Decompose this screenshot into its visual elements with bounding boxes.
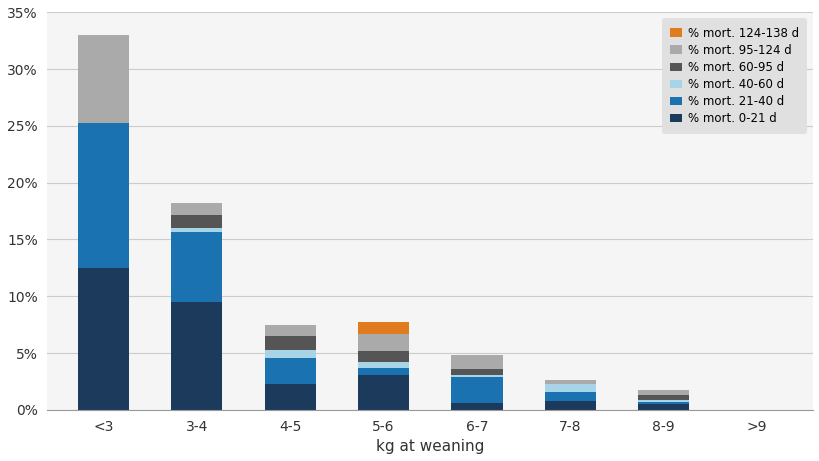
- Bar: [357, 351, 409, 362]
- Legend: % mort. 124-138 d, % mort. 95-124 d, % mort. 60-95 d, % mort. 40-60 d, % mort. 2: % mort. 124-138 d, % mort. 95-124 d, % m…: [661, 18, 806, 134]
- Bar: [637, 395, 689, 400]
- Bar: [265, 349, 315, 358]
- Bar: [450, 369, 502, 375]
- Bar: [265, 384, 315, 410]
- Bar: [171, 231, 222, 302]
- Bar: [637, 400, 689, 402]
- Bar: [450, 355, 502, 369]
- Bar: [450, 403, 502, 410]
- Bar: [78, 35, 129, 123]
- Bar: [637, 404, 689, 410]
- Bar: [171, 302, 222, 410]
- Bar: [637, 402, 689, 404]
- Bar: [265, 325, 315, 336]
- Bar: [544, 391, 595, 401]
- Bar: [544, 401, 595, 410]
- Bar: [265, 336, 315, 349]
- Bar: [78, 123, 129, 268]
- Bar: [450, 377, 502, 403]
- Bar: [357, 368, 409, 375]
- X-axis label: kg at weaning: kg at weaning: [376, 439, 484, 454]
- Bar: [265, 358, 315, 384]
- Bar: [357, 362, 409, 368]
- Bar: [357, 322, 409, 334]
- Bar: [171, 228, 222, 231]
- Bar: [544, 380, 595, 384]
- Bar: [450, 375, 502, 377]
- Bar: [637, 390, 689, 395]
- Bar: [171, 203, 222, 214]
- Bar: [171, 214, 222, 228]
- Bar: [544, 384, 595, 391]
- Bar: [357, 334, 409, 351]
- Bar: [357, 375, 409, 410]
- Bar: [78, 268, 129, 410]
